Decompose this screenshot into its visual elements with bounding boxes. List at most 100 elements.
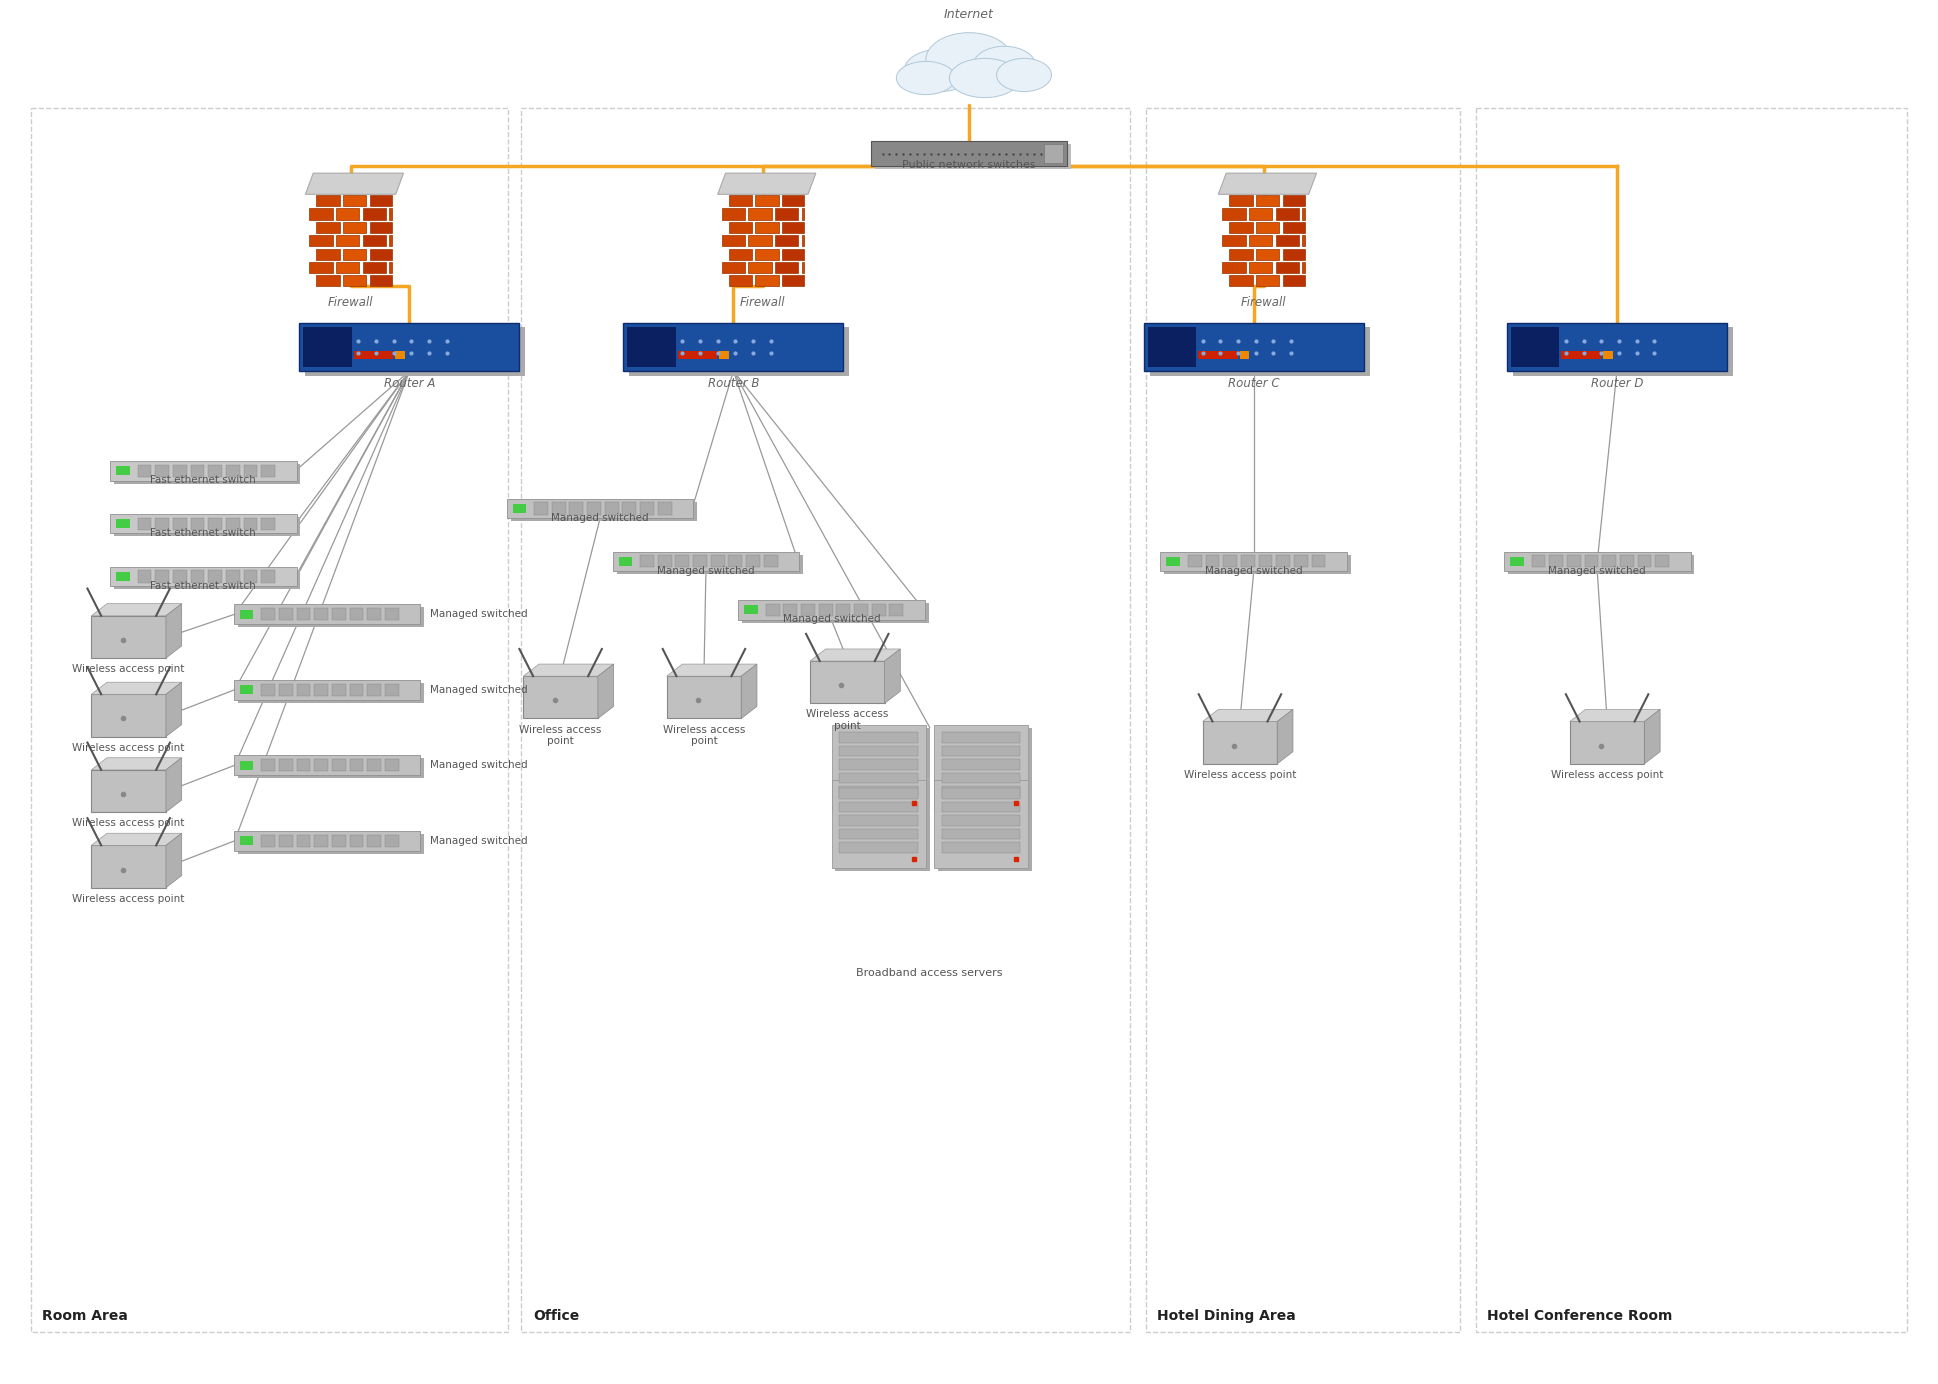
FancyBboxPatch shape xyxy=(837,603,851,616)
FancyBboxPatch shape xyxy=(552,502,566,515)
FancyBboxPatch shape xyxy=(1570,721,1645,764)
FancyBboxPatch shape xyxy=(1203,721,1277,764)
FancyBboxPatch shape xyxy=(640,502,653,515)
Polygon shape xyxy=(884,649,901,703)
FancyBboxPatch shape xyxy=(240,761,254,770)
FancyBboxPatch shape xyxy=(942,787,1019,799)
Text: Router A: Router A xyxy=(384,376,436,390)
FancyBboxPatch shape xyxy=(238,682,424,703)
Text: Public network switches: Public network switches xyxy=(903,161,1035,170)
FancyBboxPatch shape xyxy=(343,275,366,286)
Text: Fast ethernet switch: Fast ethernet switch xyxy=(151,581,256,591)
Text: Wireless access point: Wireless access point xyxy=(1550,770,1663,779)
FancyBboxPatch shape xyxy=(1229,195,1252,206)
FancyBboxPatch shape xyxy=(138,570,151,583)
FancyBboxPatch shape xyxy=(155,518,169,530)
Polygon shape xyxy=(1277,710,1293,764)
Text: Hotel Conference Room: Hotel Conference Room xyxy=(1486,1309,1672,1323)
FancyBboxPatch shape xyxy=(370,195,391,206)
Text: Managed switched: Managed switched xyxy=(430,609,527,619)
FancyBboxPatch shape xyxy=(1531,555,1545,567)
Text: Router C: Router C xyxy=(1229,376,1279,390)
Text: Wireless access
point: Wireless access point xyxy=(519,724,603,746)
FancyBboxPatch shape xyxy=(390,235,391,246)
Polygon shape xyxy=(740,664,758,718)
FancyBboxPatch shape xyxy=(1240,555,1254,567)
Text: Managed switched: Managed switched xyxy=(430,760,527,771)
FancyBboxPatch shape xyxy=(335,262,359,273)
Polygon shape xyxy=(1203,710,1293,721)
FancyBboxPatch shape xyxy=(839,829,919,839)
FancyBboxPatch shape xyxy=(1229,221,1252,233)
FancyBboxPatch shape xyxy=(802,209,804,220)
FancyBboxPatch shape xyxy=(362,262,386,273)
FancyBboxPatch shape xyxy=(349,684,362,696)
FancyBboxPatch shape xyxy=(711,555,725,567)
Polygon shape xyxy=(717,173,816,194)
FancyBboxPatch shape xyxy=(116,466,130,475)
FancyBboxPatch shape xyxy=(1275,235,1298,246)
FancyBboxPatch shape xyxy=(570,502,583,515)
FancyBboxPatch shape xyxy=(934,724,1027,812)
Text: Router D: Router D xyxy=(1591,376,1643,390)
Polygon shape xyxy=(91,757,182,770)
FancyBboxPatch shape xyxy=(756,221,779,233)
FancyBboxPatch shape xyxy=(390,209,391,220)
Text: Managed switched: Managed switched xyxy=(657,566,754,576)
FancyBboxPatch shape xyxy=(1302,262,1304,273)
FancyBboxPatch shape xyxy=(729,249,752,260)
FancyBboxPatch shape xyxy=(1302,209,1304,220)
FancyBboxPatch shape xyxy=(110,513,297,533)
FancyBboxPatch shape xyxy=(831,724,926,812)
FancyBboxPatch shape xyxy=(781,221,804,233)
FancyBboxPatch shape xyxy=(800,603,814,616)
FancyBboxPatch shape xyxy=(719,352,729,358)
FancyBboxPatch shape xyxy=(262,518,275,530)
FancyBboxPatch shape xyxy=(297,760,310,771)
Text: Managed switched: Managed switched xyxy=(1548,566,1645,576)
FancyBboxPatch shape xyxy=(314,608,328,620)
Text: Firewall: Firewall xyxy=(328,296,374,309)
FancyBboxPatch shape xyxy=(1240,352,1250,358)
Polygon shape xyxy=(667,664,758,677)
FancyBboxPatch shape xyxy=(306,327,525,375)
FancyBboxPatch shape xyxy=(262,684,275,696)
FancyBboxPatch shape xyxy=(310,209,333,220)
FancyBboxPatch shape xyxy=(370,249,391,260)
FancyBboxPatch shape xyxy=(172,518,186,530)
Text: Broadband access servers: Broadband access servers xyxy=(857,967,1004,977)
FancyBboxPatch shape xyxy=(1620,555,1634,567)
FancyBboxPatch shape xyxy=(227,518,240,530)
FancyBboxPatch shape xyxy=(1548,555,1562,567)
FancyBboxPatch shape xyxy=(116,519,130,529)
FancyBboxPatch shape xyxy=(831,781,926,868)
FancyBboxPatch shape xyxy=(172,465,186,476)
FancyBboxPatch shape xyxy=(386,684,399,696)
FancyBboxPatch shape xyxy=(1514,327,1733,375)
FancyBboxPatch shape xyxy=(343,249,366,260)
Ellipse shape xyxy=(905,50,975,91)
FancyBboxPatch shape xyxy=(748,209,771,220)
Polygon shape xyxy=(91,682,182,695)
FancyBboxPatch shape xyxy=(297,835,310,847)
FancyBboxPatch shape xyxy=(297,684,310,696)
FancyBboxPatch shape xyxy=(1256,275,1279,286)
Text: Hotel Dining Area: Hotel Dining Area xyxy=(1157,1309,1297,1323)
Polygon shape xyxy=(91,833,182,846)
FancyBboxPatch shape xyxy=(314,835,328,847)
FancyBboxPatch shape xyxy=(764,555,777,567)
FancyBboxPatch shape xyxy=(316,275,339,286)
FancyBboxPatch shape xyxy=(279,835,293,847)
Text: Managed switched: Managed switched xyxy=(783,614,880,624)
FancyBboxPatch shape xyxy=(783,603,797,616)
Text: Managed switched: Managed switched xyxy=(1205,566,1302,576)
FancyBboxPatch shape xyxy=(370,275,391,286)
FancyBboxPatch shape xyxy=(839,787,919,799)
Polygon shape xyxy=(1219,173,1316,194)
FancyBboxPatch shape xyxy=(390,262,391,273)
FancyBboxPatch shape xyxy=(234,680,421,699)
FancyBboxPatch shape xyxy=(628,327,676,367)
FancyBboxPatch shape xyxy=(240,836,254,846)
Polygon shape xyxy=(306,173,403,194)
FancyBboxPatch shape xyxy=(746,555,760,567)
